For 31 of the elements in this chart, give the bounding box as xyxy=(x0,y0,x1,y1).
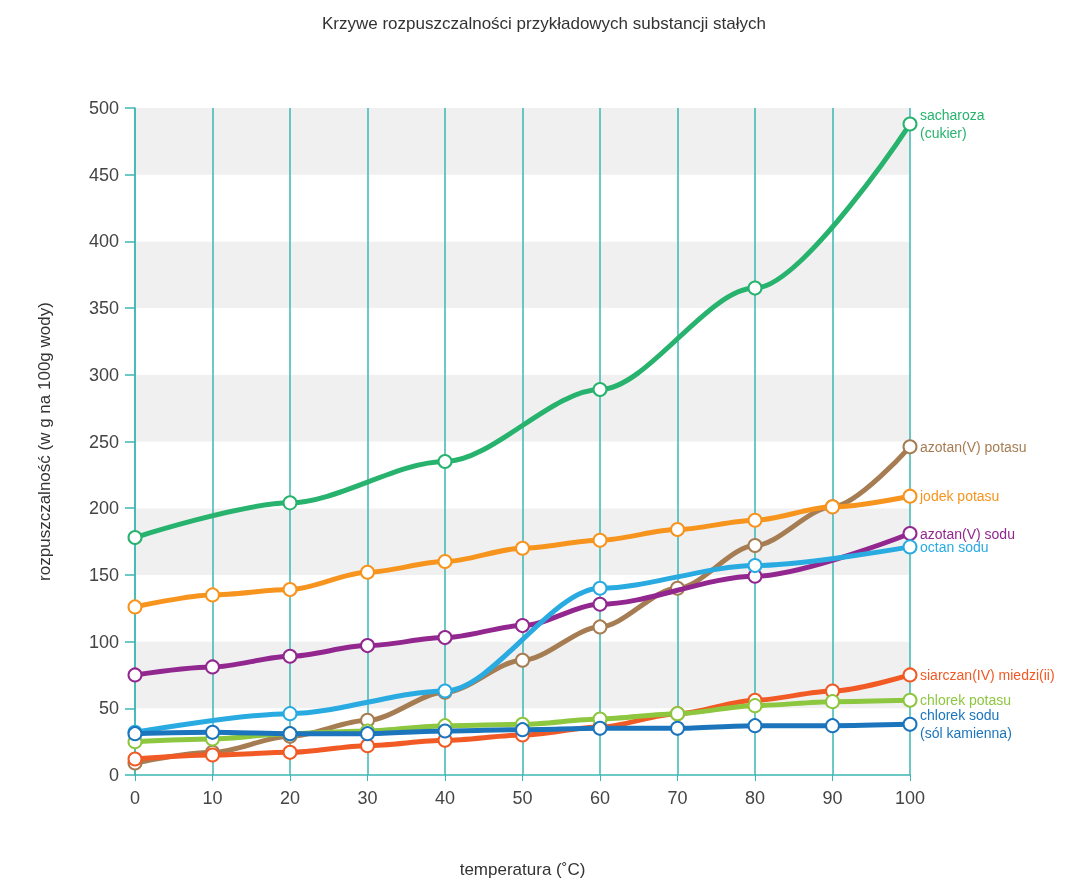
x-tick-label: 30 xyxy=(357,788,378,808)
y-tick-label: 450 xyxy=(88,164,119,185)
y-tick-label: 350 xyxy=(88,298,119,319)
y-tick-label: 300 xyxy=(88,364,119,385)
x-tick-label: 90 xyxy=(822,788,843,808)
x-tick-label: 100 xyxy=(894,788,926,808)
series-label: siarczan(IV) miedzi(ii) xyxy=(920,666,1055,683)
x-tick-label: 50 xyxy=(512,788,533,808)
x-tick-label: 80 xyxy=(744,788,766,808)
y-tick-label: 150 xyxy=(88,564,119,585)
y-tick-label: 500 xyxy=(88,98,119,118)
x-tick-label: 10 xyxy=(202,788,223,808)
series-label: chlorek potasu xyxy=(920,692,1012,709)
series-label: azotan(V) potasu xyxy=(920,438,1027,455)
y-axis-title: rozpuszczalność (w g na 100g wody) xyxy=(35,302,54,581)
y-tick-label: 250 xyxy=(88,431,119,452)
series-label: sacharoza (cukier) xyxy=(920,107,985,142)
y-tick-label: 0 xyxy=(108,765,119,785)
x-tick-label: 60 xyxy=(589,788,611,808)
x-tick-label: 40 xyxy=(434,788,456,808)
y-tick-label: 400 xyxy=(88,231,119,252)
chart-title: Krzywe rozpuszczalności przykładowych substancji stałych xyxy=(321,14,767,33)
y-tick-label: 100 xyxy=(88,631,119,652)
x-tick-label: 20 xyxy=(279,788,301,808)
x-axis-title: temperatura (˚C) xyxy=(459,860,586,879)
y-tick-label: 200 xyxy=(88,498,119,519)
y-tick-label: 50 xyxy=(98,698,119,719)
series-label: chlorek sodu (sól kamienna) xyxy=(920,707,1012,742)
x-tick-label: 70 xyxy=(667,788,688,808)
x-tick-label: 0 xyxy=(129,788,141,808)
series-label: jodek potasu xyxy=(919,488,1000,505)
